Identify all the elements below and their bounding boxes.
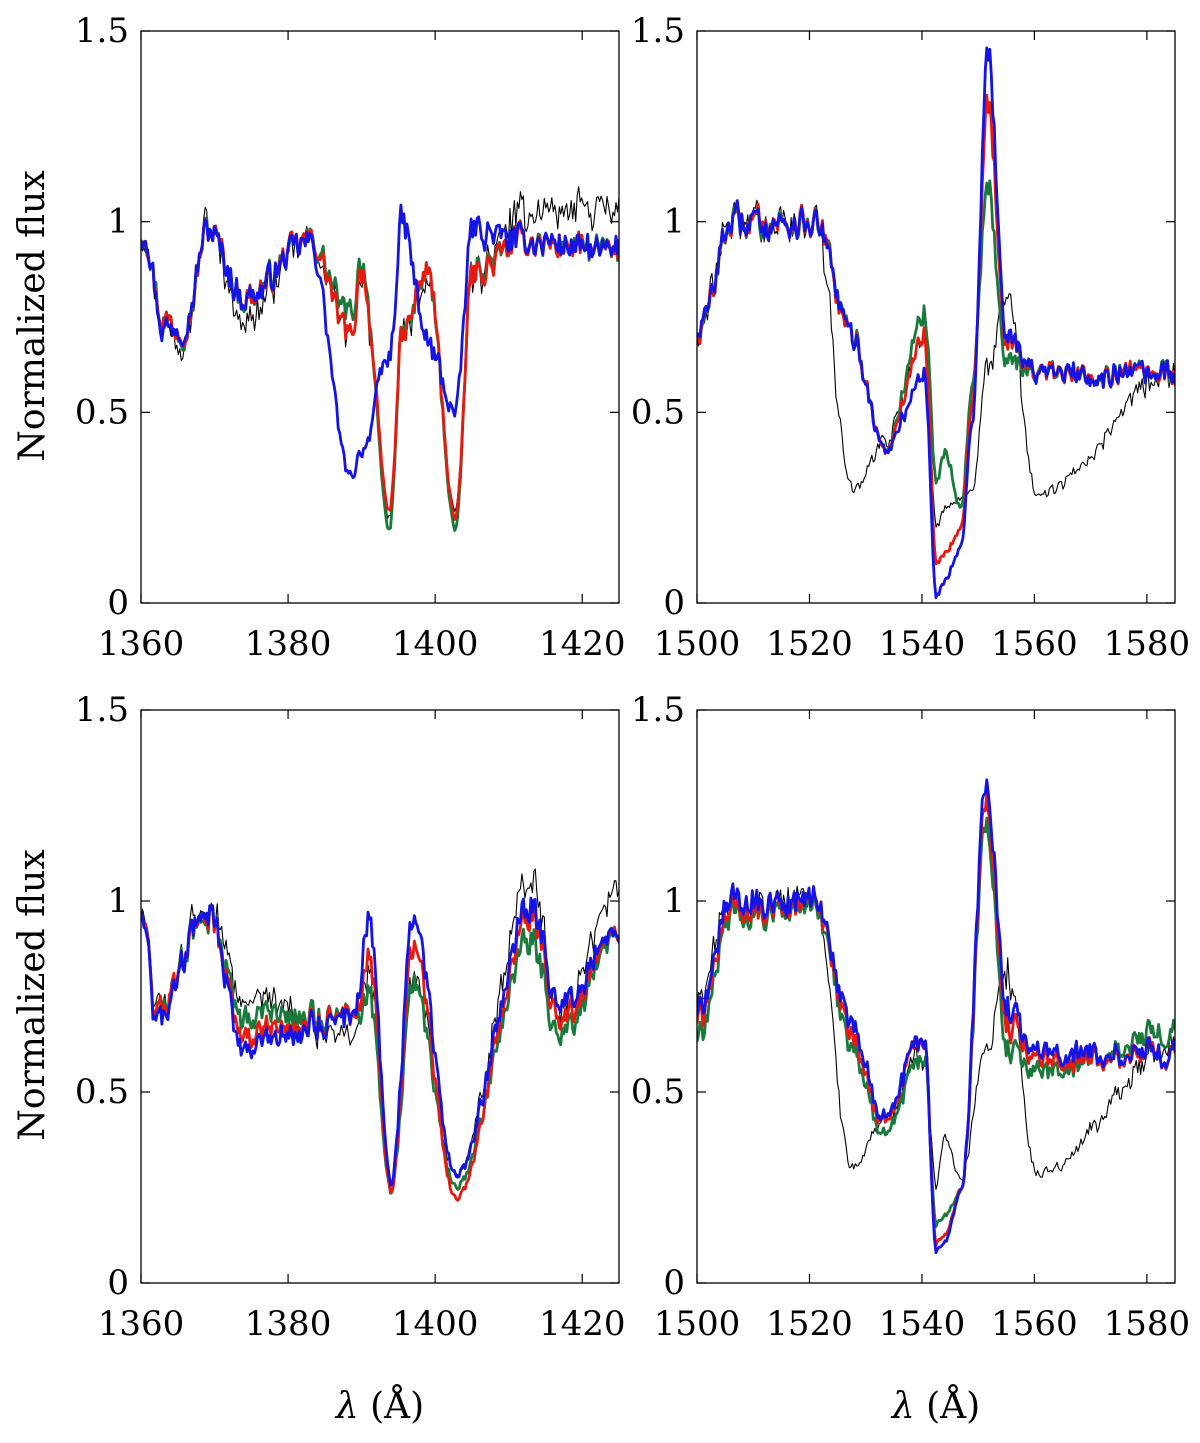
y-tick-label: 1.5 (631, 11, 685, 51)
observed-spectrum (697, 199, 1175, 528)
y-tick-label: 0 (663, 1263, 685, 1303)
x-tick-label: 1400 (392, 1304, 479, 1344)
model-blue-line (141, 896, 619, 1187)
model-green-line (141, 908, 619, 1195)
x-tick-label: 1560 (991, 624, 1078, 664)
xlabel-right-unit: (Å) (915, 1385, 981, 1427)
x-tick-label: 1360 (98, 1304, 185, 1344)
y-tick-label: 0.5 (75, 1072, 129, 1112)
panel-top-right: 1500 1520 1540 1560 1580 0 0.5 1 1.5 (631, 11, 1190, 664)
y-tick-label: 1.5 (631, 690, 685, 730)
y-tick-label: 1 (107, 202, 129, 242)
xlabel-right-symbol: λ (890, 1386, 915, 1427)
x-tick-label: 1360 (98, 624, 185, 664)
x-tick-label: 1540 (879, 624, 966, 664)
y-tick-label: 0.5 (75, 392, 129, 432)
x-tick-label: 1580 (1104, 1304, 1191, 1344)
x-tick-label: 1380 (245, 624, 332, 664)
panel-bottom-left: 1360 1380 1400 1420 0 0.5 1 1.5 (75, 690, 626, 1344)
model-red-line (697, 93, 1175, 566)
x-tick-label: 1520 (766, 624, 853, 664)
x-tick-label: 1580 (1104, 624, 1191, 664)
y-tick-label: 1 (663, 202, 685, 242)
x-tick-label: 1560 (991, 1304, 1078, 1344)
x-tick-label: 1400 (392, 624, 479, 664)
xlabel-right: λ (Å) (890, 1385, 980, 1427)
ylabel-top: Normalized flux (12, 170, 53, 461)
y-tick-label: 0.5 (631, 1072, 685, 1112)
y-tick-label: 1 (107, 881, 129, 921)
y-tick-label: 1.5 (75, 690, 129, 730)
plot-frame (140, 709, 620, 1284)
series-group (141, 186, 619, 532)
y-tick-label: 0 (107, 583, 129, 623)
x-tick-label: 1380 (245, 1304, 332, 1344)
plot-frame (696, 30, 1176, 604)
x-tick-label: 1500 (654, 624, 741, 664)
y-tick-label: 0 (663, 583, 685, 623)
x-tick-label: 1540 (879, 1304, 966, 1344)
series-group (697, 46, 1175, 600)
model-green-line (697, 816, 1175, 1229)
xlabel-left-symbol: λ (334, 1386, 359, 1427)
plot-frame (140, 30, 620, 604)
panel-top-left: 1360 1380 1400 1420 0 0.5 1 1.5 (75, 11, 626, 664)
panel-bottom-right: 1500 1520 1540 1560 1580 0 0.5 1 1.5 (631, 690, 1190, 1344)
model-blue-line (697, 46, 1175, 600)
x-tick-label: 1520 (766, 1304, 853, 1344)
model-blue-line (697, 778, 1175, 1255)
ylabel-bottom: Normalized flux (12, 849, 53, 1140)
y-tick-label: 1.5 (75, 11, 129, 51)
observed-spectrum (697, 885, 1175, 1190)
y-tick-label: 0.5 (631, 392, 685, 432)
plot-frame (696, 709, 1176, 1284)
model-blue-line (141, 203, 619, 480)
y-tick-label: 0 (107, 1263, 129, 1303)
xlabel-left: λ (Å) (334, 1385, 424, 1427)
x-tick-label: 1420 (539, 1304, 626, 1344)
x-tick-label: 1500 (654, 1304, 741, 1344)
model-red-line (697, 792, 1175, 1247)
xlabel-left-unit: (Å) (359, 1385, 425, 1427)
x-tick-label: 1420 (539, 624, 626, 664)
y-tick-label: 1 (663, 881, 685, 921)
series-group (141, 868, 619, 1202)
series-group (697, 778, 1175, 1255)
